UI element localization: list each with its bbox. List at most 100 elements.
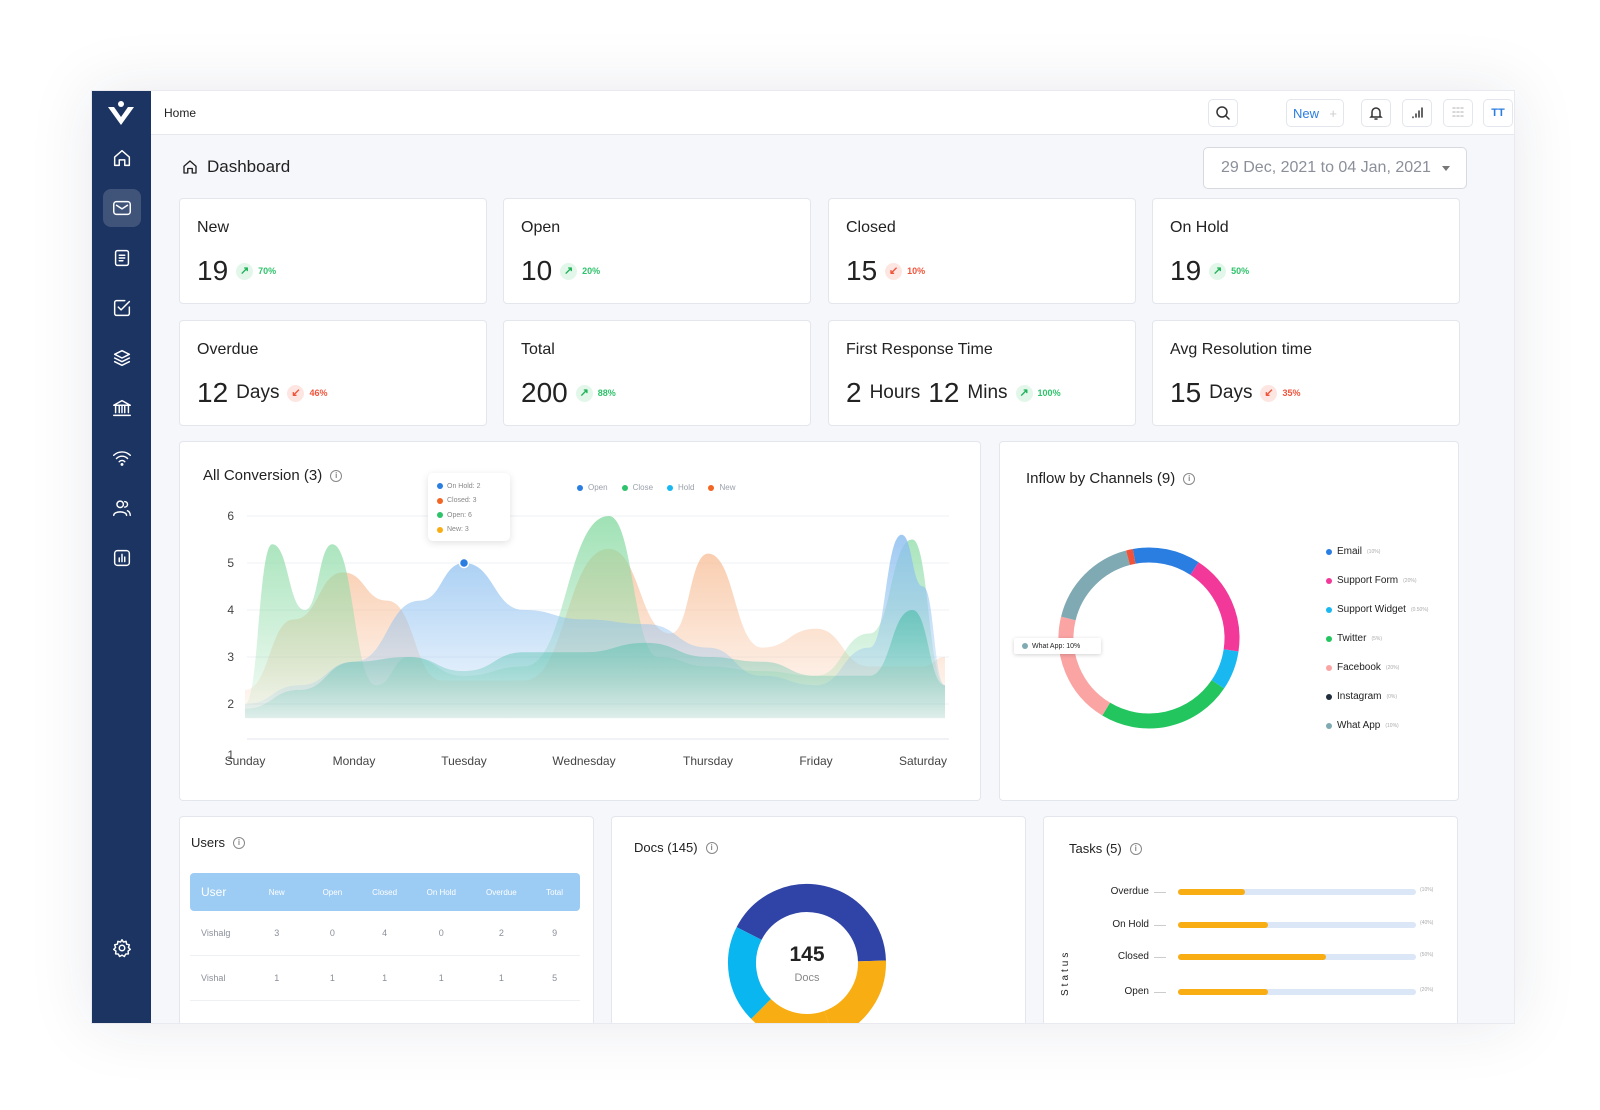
task-row[interactable]: Closed (50%) bbox=[1069, 951, 1459, 965]
info-icon[interactable]: i bbox=[1129, 842, 1142, 855]
stat-number: 200 bbox=[521, 377, 568, 408]
task-percent: (20%) bbox=[1420, 987, 1434, 993]
legend-percent: (10%) bbox=[1385, 722, 1399, 729]
sidebar-item-layers[interactable] bbox=[103, 339, 141, 377]
stat-card-new[interactable]: New 19 ↗ 70% bbox=[179, 198, 487, 304]
trend-percent: 50% bbox=[1231, 266, 1250, 276]
info-icon[interactable]: i bbox=[1183, 472, 1196, 485]
notifications-button[interactable] bbox=[1361, 99, 1391, 127]
gear-icon bbox=[113, 939, 131, 958]
info-icon[interactable]: i bbox=[232, 836, 245, 849]
app-logo[interactable] bbox=[105, 97, 137, 131]
tooltip-marker bbox=[458, 557, 470, 569]
table-cell: 4 bbox=[382, 928, 388, 938]
sidebar-item-wifi[interactable] bbox=[103, 439, 141, 477]
sidebar-item-bank[interactable] bbox=[103, 389, 141, 427]
legend-item[interactable]: Open bbox=[577, 483, 608, 492]
legend-item[interactable]: What App (10%) bbox=[1326, 711, 1428, 740]
sidebar-item-documents[interactable] bbox=[103, 239, 141, 277]
caret-down-icon bbox=[1442, 166, 1450, 171]
info-icon[interactable]: i bbox=[330, 469, 343, 482]
table-cell: 3 bbox=[274, 928, 280, 938]
users-table: User New Open Closed On Hold Overdue Total Vish… bbox=[190, 873, 580, 1001]
stat-card-on-hold[interactable]: On Hold 19 ↗ 50% bbox=[1152, 198, 1460, 304]
new-button[interactable]: New + bbox=[1286, 99, 1344, 127]
table-row[interactable]: Vishalg 3 0 4 0 2 9 bbox=[190, 911, 580, 956]
x-tick-label: Friday bbox=[799, 754, 832, 768]
sidebar-item-inbox[interactable] bbox=[103, 189, 141, 227]
tooltip-row: New: 3 bbox=[437, 523, 501, 538]
avatar[interactable]: TT bbox=[1483, 99, 1513, 127]
search-button[interactable] bbox=[1208, 99, 1238, 127]
column-header[interactable]: Total bbox=[546, 887, 564, 897]
stat-card-avg-resolution-time[interactable]: Avg Resolution time 15 Days ↙ 35% bbox=[1152, 320, 1460, 426]
column-header[interactable]: Open bbox=[322, 887, 343, 897]
y-tick-label: 3 bbox=[227, 650, 234, 664]
legend-label: Open bbox=[588, 483, 608, 492]
info-icon[interactable]: i bbox=[705, 841, 718, 854]
stat-label: Open bbox=[521, 219, 561, 236]
stat-unit: Hours bbox=[869, 382, 921, 403]
legend-dot bbox=[437, 526, 443, 533]
docs-slice bbox=[728, 927, 772, 1019]
sidebar-item-home[interactable] bbox=[103, 139, 141, 177]
breadcrumb[interactable]: Home bbox=[164, 106, 197, 120]
legend-dot bbox=[1326, 693, 1332, 700]
legend-item[interactable]: Email (10%) bbox=[1326, 537, 1428, 566]
stat-card-open[interactable]: Open 10 ↗ 20% bbox=[503, 198, 811, 304]
arrow-down-left-icon: ↙ bbox=[885, 262, 903, 280]
arrow-up-right-icon: ↗ bbox=[236, 262, 254, 280]
search-icon bbox=[1216, 106, 1230, 120]
task-row[interactable]: On Hold (40%) bbox=[1069, 919, 1459, 933]
sidebar-item-settings[interactable] bbox=[103, 929, 141, 967]
table-cell: 0 bbox=[329, 928, 335, 938]
trend-badge: ↗ 20% bbox=[560, 262, 600, 280]
column-header[interactable]: User bbox=[201, 885, 227, 899]
legend-dot bbox=[1326, 664, 1332, 671]
channel-slice-support-form bbox=[1190, 562, 1240, 652]
signal-button[interactable] bbox=[1402, 99, 1432, 127]
legend-item[interactable]: Facebook (20%) bbox=[1326, 653, 1428, 682]
legend-dot bbox=[1326, 548, 1332, 555]
legend-percent: (10%) bbox=[1367, 548, 1381, 555]
stat-number: 2 bbox=[846, 377, 862, 408]
stat-card-overdue[interactable]: Overdue 12 Days ↙ 46% bbox=[179, 320, 487, 426]
stat-card-total[interactable]: Total 200 ↗ 88% bbox=[503, 320, 811, 426]
sidebar-item-users[interactable] bbox=[103, 489, 141, 527]
task-row[interactable]: Open (20%) bbox=[1069, 986, 1459, 1000]
task-track bbox=[1178, 889, 1416, 895]
legend-label: Facebook bbox=[1337, 662, 1381, 673]
legend-dot bbox=[437, 512, 443, 519]
sidebar-item-tasks[interactable] bbox=[103, 289, 141, 327]
legend-item[interactable]: New bbox=[708, 483, 736, 492]
column-header[interactable]: New bbox=[268, 887, 285, 897]
table-header: User New Open Closed On Hold Overdue Total bbox=[190, 873, 580, 911]
arrow-up-right-icon: ↗ bbox=[560, 262, 578, 280]
legend-item[interactable]: Instagram (0%) bbox=[1326, 682, 1428, 711]
task-track bbox=[1178, 954, 1416, 960]
legend-item[interactable]: Support Form (20%) bbox=[1326, 566, 1428, 595]
legend-item[interactable]: Twitter (5%) bbox=[1326, 624, 1428, 653]
apps-button[interactable] bbox=[1443, 99, 1473, 127]
stat-number: 10 bbox=[521, 255, 553, 286]
stat-card-closed[interactable]: Closed 15 ↙ 10% bbox=[828, 198, 1136, 304]
legend-label: Support Form bbox=[1337, 575, 1399, 586]
trend-percent: 10% bbox=[907, 266, 926, 276]
docs-title-text: Docs (145) bbox=[634, 840, 698, 855]
task-row[interactable]: Overdue (10%) bbox=[1069, 886, 1459, 900]
column-header[interactable]: On Hold bbox=[426, 887, 456, 897]
sidebar-item-reports[interactable] bbox=[103, 539, 141, 577]
channel-tooltip: What App: 10% bbox=[1014, 638, 1101, 654]
tasks-panel bbox=[1043, 816, 1458, 1023]
legend-item[interactable]: Close bbox=[621, 483, 653, 492]
date-range-select[interactable]: 29 Dec, 2021 to 04 Jan, 2021 bbox=[1203, 147, 1467, 189]
table-row[interactable]: Vishal 1 1 1 1 1 5 bbox=[190, 956, 580, 1001]
column-header[interactable]: Overdue bbox=[486, 887, 517, 897]
column-header[interactable]: Closed bbox=[372, 887, 398, 897]
legend-item[interactable]: Hold bbox=[667, 483, 694, 492]
legend-item[interactable]: Support Widget (0.50%) bbox=[1326, 595, 1428, 624]
sidebar bbox=[92, 91, 151, 1023]
stat-card-first-response-time[interactable]: First Response Time 2 Hours 12 Mins ↗ 100% bbox=[828, 320, 1136, 426]
tooltip-text: New: 3 bbox=[447, 526, 469, 534]
table-cell: 1 bbox=[382, 973, 388, 983]
